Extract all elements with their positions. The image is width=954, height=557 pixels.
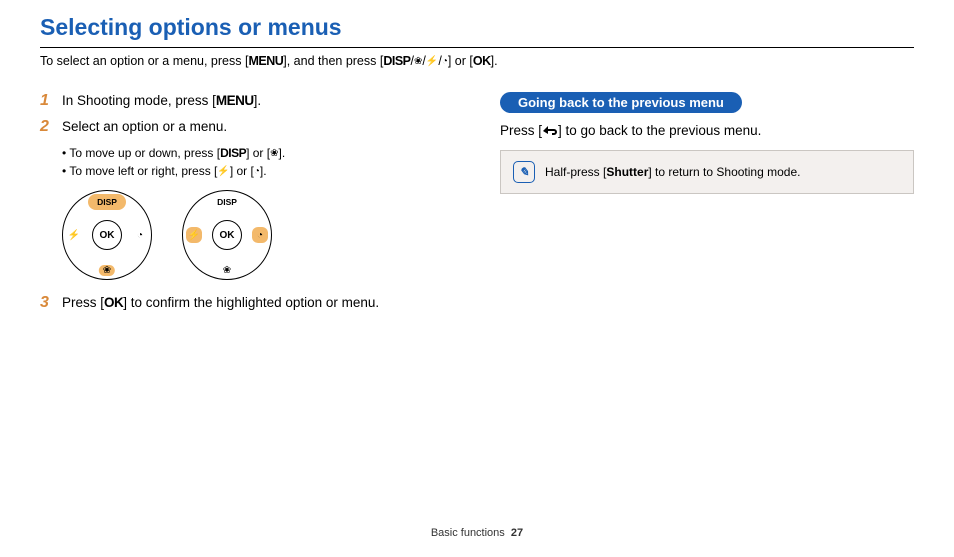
step-3-number: 3: [40, 294, 52, 312]
hint-box: ✎ Half-press [Shutter] to return to Shoo…: [500, 150, 914, 194]
intro-p7: ].: [491, 54, 498, 68]
step-2-body: Select an option or a menu.: [62, 119, 227, 134]
intro-p6: ] or [: [448, 54, 473, 68]
step-3-p1: Press [: [62, 295, 104, 310]
step-3: 3 Press [OK] to confirm the highlighted …: [40, 294, 454, 312]
back-note-p1: Press [: [500, 123, 542, 138]
intro-p2: ], and then press [: [283, 54, 383, 68]
hint-text: Half-press [Shutter] to return to Shooti…: [545, 165, 800, 179]
step-2b: To move left or right, press [⚡] or [◔].: [62, 162, 454, 180]
left-column: 1 In Shooting mode, press [MENU]. 2 Sele…: [40, 92, 454, 320]
ok-label: OK: [104, 295, 123, 310]
back-note-p2: ] to go back to the previous menu.: [558, 123, 761, 138]
dial-timer-button: ◔: [252, 227, 268, 243]
step-2a-p3: ].: [279, 146, 286, 160]
dial-disp-button: DISP: [88, 194, 126, 210]
step-3-p2: ] to confirm the highlighted option or m…: [123, 295, 379, 310]
shutter-label: Shutter: [606, 165, 648, 179]
dial-ok-button: OK: [212, 220, 242, 250]
step-2a-p1: To move up or down, press [: [69, 146, 220, 160]
step-2b-p3: ].: [260, 164, 267, 178]
dial-horizontal: DISP OK ⚡ ◔ ❀: [182, 190, 272, 280]
dial-timer-button: ◔: [132, 227, 148, 243]
control-dials: DISP OK ⚡ ◔ ❀ DISP OK ⚡ ◔ ❀: [62, 190, 454, 280]
flash-icon: ⚡: [217, 166, 229, 177]
intro-text: To select an option or a menu, press [ME…: [40, 54, 914, 68]
dial-flash-button: ⚡: [66, 227, 82, 243]
step-2b-p1: To move left or right, press [: [69, 164, 217, 178]
step-2-number: 2: [40, 118, 52, 136]
step-2b-p2: ] or [: [230, 164, 254, 178]
intro-p1: To select an option or a menu, press [: [40, 54, 248, 68]
flash-icon: ⚡: [426, 56, 438, 67]
page-title: Selecting options or menus: [40, 14, 914, 41]
footer-page: 27: [511, 527, 523, 539]
ok-label: OK: [473, 54, 491, 68]
dial-vertical: DISP OK ⚡ ◔ ❀: [62, 190, 152, 280]
step-3-body: Press [OK] to confirm the highlighted op…: [62, 295, 379, 310]
page-footer: Basic functions 27: [0, 527, 954, 539]
dial-ok-button: OK: [92, 220, 122, 250]
footer-section: Basic functions: [431, 527, 505, 539]
section-pill: Going back to the previous menu: [500, 92, 742, 113]
title-rule: [40, 47, 914, 48]
menu-label: MENU: [216, 93, 254, 108]
disp-label: DISP: [383, 54, 410, 68]
macro-icon: ❀: [270, 148, 278, 159]
step-2a: To move up or down, press [DISP] or [❀].: [62, 144, 454, 162]
dial-macro-button: ❀: [223, 265, 231, 276]
menu-label: MENU: [248, 54, 283, 68]
step-2: 2 Select an option or a menu.: [40, 118, 454, 136]
dial-disp-button: DISP: [208, 194, 246, 210]
step-1-p2: ].: [254, 93, 262, 108]
note-icon: ✎: [513, 161, 535, 183]
back-icon: [542, 123, 558, 138]
hint-p1: Half-press [: [545, 165, 606, 179]
dial-flash-button: ⚡: [186, 227, 202, 243]
hint-p2: ] to return to Shooting mode.: [648, 165, 800, 179]
dial-macro-button: ❀: [99, 265, 115, 276]
step-1-number: 1: [40, 92, 52, 110]
step-2a-p2: ] or [: [246, 146, 270, 160]
right-column: Going back to the previous menu Press []…: [500, 92, 914, 320]
step-1-body: In Shooting mode, press [MENU].: [62, 93, 261, 108]
back-note: Press [ ] to go back to the previous menu…: [500, 123, 914, 138]
step-1-p1: In Shooting mode, press [: [62, 93, 216, 108]
disp-label: DISP: [220, 146, 246, 160]
step-1: 1 In Shooting mode, press [MENU].: [40, 92, 454, 110]
